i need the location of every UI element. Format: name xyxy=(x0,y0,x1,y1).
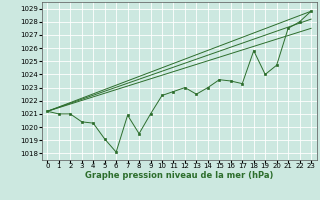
X-axis label: Graphe pression niveau de la mer (hPa): Graphe pression niveau de la mer (hPa) xyxy=(85,171,273,180)
